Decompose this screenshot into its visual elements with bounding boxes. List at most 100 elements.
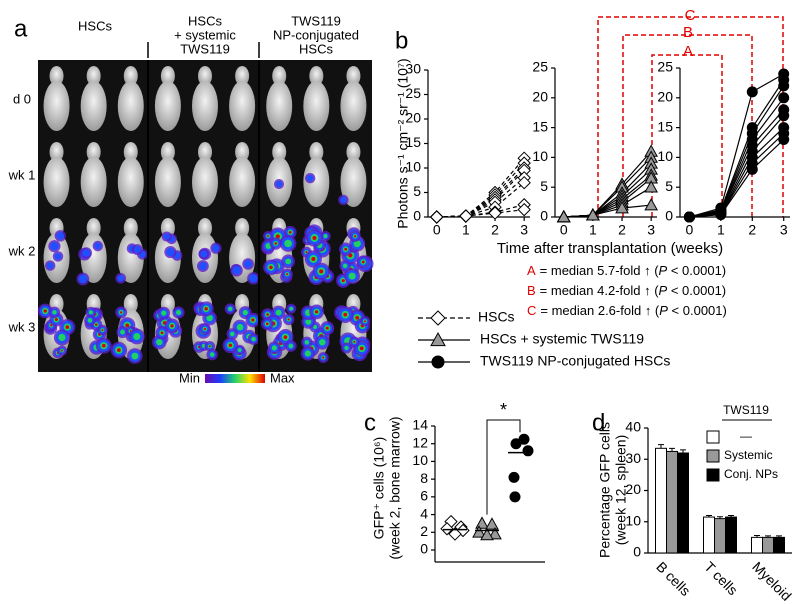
y-tick-label: 20: [625, 481, 641, 497]
marker: [715, 209, 727, 221]
error-bar: [669, 447, 675, 452]
y-tick-label: 14: [412, 417, 428, 433]
y-tick-label: 5: [540, 178, 548, 194]
marker: [431, 355, 445, 369]
y-tick-label: 10: [532, 148, 548, 164]
bar: [725, 516, 737, 554]
marker: [517, 202, 531, 217]
bracket-a: [651, 54, 723, 217]
panel-label: c: [364, 409, 376, 436]
marker: [488, 206, 502, 220]
marker: [430, 210, 444, 224]
comparison-letter: B: [527, 283, 536, 298]
marker: [615, 201, 629, 214]
y-tick-label: 6: [420, 488, 428, 504]
signal: [287, 318, 290, 321]
y-tick-label: 12: [412, 434, 428, 450]
mouse-body: [43, 157, 70, 207]
signal: [306, 174, 314, 182]
mouse-head: [49, 142, 64, 162]
signal: [319, 269, 324, 274]
y-tick-label: 8: [420, 470, 428, 486]
signal: [119, 311, 123, 314]
mouse-head: [123, 218, 138, 238]
marker: [683, 211, 695, 223]
signal: [314, 310, 319, 314]
signal: [176, 309, 182, 315]
y-tick-label: 10: [625, 512, 641, 528]
series-line: [436, 209, 525, 218]
marker: [778, 92, 790, 104]
signal: [94, 242, 102, 250]
y-tick-label: 10: [412, 452, 428, 468]
mouse-body: [340, 81, 367, 131]
error-bar: [728, 515, 734, 518]
signal: [288, 343, 294, 349]
signal: [361, 260, 365, 264]
y-tick-label: 0: [633, 544, 641, 560]
marker: [778, 110, 790, 122]
signal: [251, 318, 255, 322]
signal: [232, 266, 241, 275]
bracket-label: A: [683, 43, 693, 60]
bar: [762, 536, 774, 554]
mouse-body: [192, 81, 218, 131]
mouse-head: [346, 142, 361, 162]
x-tick-label: 3: [780, 222, 788, 238]
mouse-body: [192, 157, 218, 207]
y-tick-label: 15: [532, 118, 548, 134]
y-axis-title: (week 12, spleen): [613, 435, 629, 546]
x-tick-label: B cells: [653, 558, 693, 598]
y-tick-label: 0: [540, 208, 548, 224]
comparison-letter: C: [527, 303, 536, 318]
y-tick-label: 15: [405, 134, 421, 150]
signal: [311, 257, 316, 261]
marker: [472, 525, 486, 538]
panel-label: d: [592, 409, 605, 436]
bracket-label: B: [683, 24, 693, 41]
marker: [517, 175, 531, 190]
marker: [522, 445, 534, 457]
signal: [271, 345, 277, 351]
series-line: [689, 115, 785, 218]
x-tick-label: 2: [748, 222, 756, 238]
signal: [344, 345, 349, 351]
signal: [304, 340, 310, 345]
signal: [244, 260, 252, 268]
mouse-head: [198, 66, 212, 86]
signal: [285, 258, 292, 265]
panel-label: b: [395, 27, 408, 54]
x-tick-label: 1: [462, 222, 470, 238]
y-tick-label: 20: [405, 110, 421, 126]
legend-label: HSCs: [478, 309, 515, 325]
marker: [586, 208, 600, 221]
signal: [204, 307, 208, 311]
signal: [269, 265, 273, 270]
mouse-head: [235, 218, 250, 238]
panel-label: a: [14, 15, 28, 42]
x-tick-label: 1: [589, 222, 597, 238]
signal: [236, 323, 244, 331]
marker: [488, 527, 502, 540]
signal: [251, 336, 256, 342]
marker: [746, 163, 758, 175]
column-header: HSCs: [78, 18, 112, 33]
signal: [304, 350, 311, 357]
comparison-text: = median 2.6-fold ↑ (: [540, 303, 660, 318]
x-tick-label: 2: [618, 222, 626, 238]
x-tick-label: 3: [520, 222, 528, 238]
bar: [655, 447, 667, 554]
x-tick-label: 0: [560, 222, 568, 238]
y-tick-label: 20: [657, 89, 673, 105]
mouse-body: [154, 157, 181, 207]
y-tick-label: 25: [657, 59, 673, 75]
signal: [228, 343, 233, 348]
signal: [286, 273, 289, 276]
comparison-rest: < 0.0001): [667, 263, 726, 278]
signal: [344, 247, 348, 251]
comparison-text: = median 5.7-fold ↑ (: [540, 263, 660, 278]
mouse-head: [123, 142, 138, 162]
error-bar: [658, 444, 664, 449]
y-tick-label: 20: [532, 89, 548, 105]
